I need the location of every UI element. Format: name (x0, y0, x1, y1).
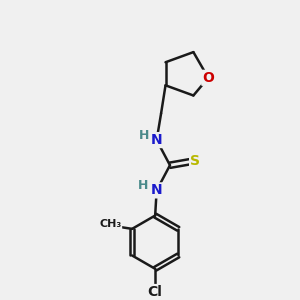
Text: O: O (202, 71, 214, 85)
Text: CH₃: CH₃ (99, 219, 122, 230)
Text: Cl: Cl (148, 285, 163, 298)
Text: N: N (151, 133, 163, 147)
Text: H: H (139, 129, 149, 142)
Text: H: H (138, 178, 148, 192)
Text: N: N (151, 183, 163, 197)
Text: S: S (190, 154, 200, 168)
